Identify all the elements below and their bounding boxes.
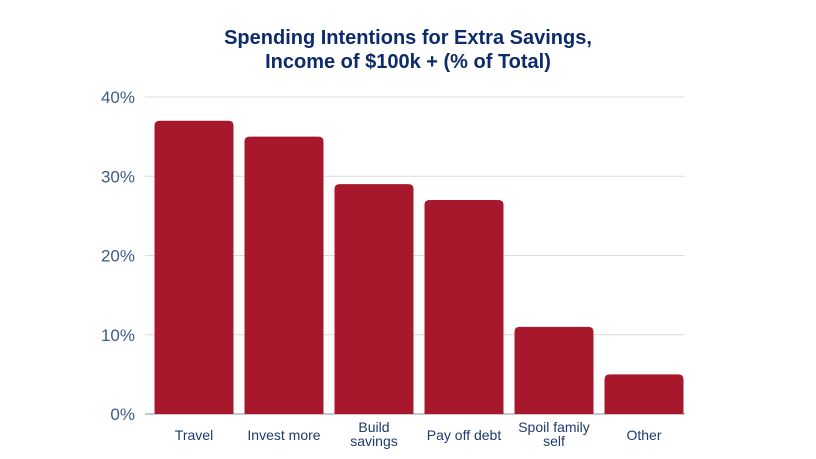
chart-title-line-1: Spending Intentions for Extra Savings,: [224, 27, 592, 49]
x-tick-label: Invest more: [247, 427, 320, 443]
y-tick-label: 40%: [101, 88, 135, 107]
bar: [244, 136, 324, 414]
y-tick-label: 20%: [101, 247, 135, 266]
chart-title-line-2: Income of $100k + (% of Total): [265, 51, 551, 73]
y-tick-label: 0%: [110, 405, 135, 424]
x-tick-label: Build: [358, 419, 389, 435]
x-tick-label: Spoil family: [518, 419, 590, 435]
x-tick-label: Pay off debt: [427, 427, 502, 443]
x-tick-label: self: [543, 433, 565, 449]
bar: [424, 200, 504, 414]
y-tick-label: 10%: [101, 326, 135, 345]
bar: [604, 374, 684, 414]
bar: [514, 326, 594, 414]
chart-title: Spending Intentions for Extra Savings, I…: [0, 26, 816, 74]
bar: [334, 184, 414, 414]
x-tick-label: Other: [626, 427, 661, 443]
y-tick-label: 30%: [101, 167, 135, 186]
x-tick-label: savings: [350, 433, 397, 449]
bar: [154, 120, 234, 415]
x-tick-label: Travel: [175, 427, 213, 443]
